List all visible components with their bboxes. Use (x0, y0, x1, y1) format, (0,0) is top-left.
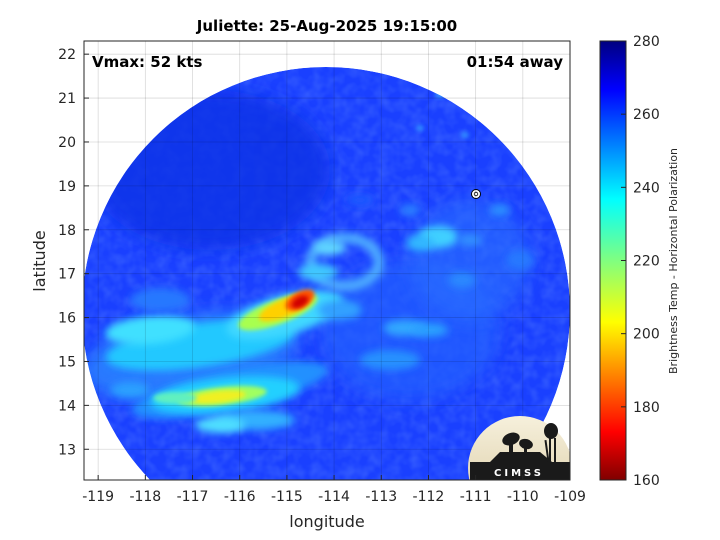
brightness-temperature-swath (84, 67, 570, 480)
y-tick-label: 15 (58, 354, 76, 370)
axes-frame (83, 40, 571, 481)
y-axis-ticks: 13 14 15 16 17 18 19 20 21 22 (58, 47, 89, 458)
x-tick-label: -114 (318, 489, 350, 505)
x-tick-label: -112 (413, 489, 445, 505)
x-tick-label: -110 (507, 489, 539, 505)
colorbar-tick-label: 160 (633, 473, 660, 489)
colorbar-tick-label: 220 (633, 254, 660, 270)
x-tick-label: -119 (82, 489, 114, 505)
colorbar: 280 260 240 220 200 180 160 Brightness Temp - … (599, 34, 680, 489)
y-tick-label: 13 (58, 442, 76, 458)
y-tick-label: 14 (58, 398, 76, 414)
colorbar-label: Brightness Temp - Horizontal Polarizatio… (667, 148, 680, 374)
x-tick-label: -113 (365, 489, 397, 505)
colorbar-tick-label: 280 (633, 34, 660, 50)
x-tick-label: -111 (460, 489, 492, 505)
colorbar-tick-label: 200 (633, 327, 660, 343)
colorbar-tick-label: 180 (633, 400, 660, 416)
y-tick-label: 22 (58, 47, 76, 63)
y-tick-label: 21 (58, 91, 76, 107)
x-tick-label: -117 (177, 489, 209, 505)
map-plot-area: CIMSS Vmax: 52 kts 01:54 away (83, 40, 571, 481)
time-away-label: 01:54 away (467, 53, 564, 71)
vmax-label: Vmax: 52 kts (92, 53, 202, 71)
y-tick-label: 19 (58, 179, 76, 195)
x-axis-ticks: -119 -118 -117 -116 -115 -114 -113 -112 -111 -110… (82, 475, 586, 505)
x-tick-label: -109 (554, 489, 586, 505)
colorbar-tick-label: 260 (633, 107, 660, 123)
chart-title: Juliette: 25-Aug-2025 19:15:00 (196, 17, 457, 35)
colorbar-ticks: 280 260 240 220 200 180 160 (621, 34, 660, 489)
y-tick-label: 16 (58, 311, 76, 327)
y-tick-label: 18 (58, 223, 76, 239)
storm-position-marker (471, 189, 481, 199)
y-tick-label: 20 (58, 135, 76, 151)
cimss-logo: CIMSS (468, 416, 570, 480)
x-tick-label: -115 (271, 489, 303, 505)
x-tick-label: -116 (224, 489, 256, 505)
colorbar-tick-label: 240 (633, 180, 660, 196)
x-axis-label: longitude (289, 512, 364, 531)
y-axis-label: latitude (30, 230, 49, 291)
y-tick-label: 17 (58, 267, 76, 283)
x-tick-label: -118 (129, 489, 161, 505)
logo-text: CIMSS (494, 468, 544, 479)
